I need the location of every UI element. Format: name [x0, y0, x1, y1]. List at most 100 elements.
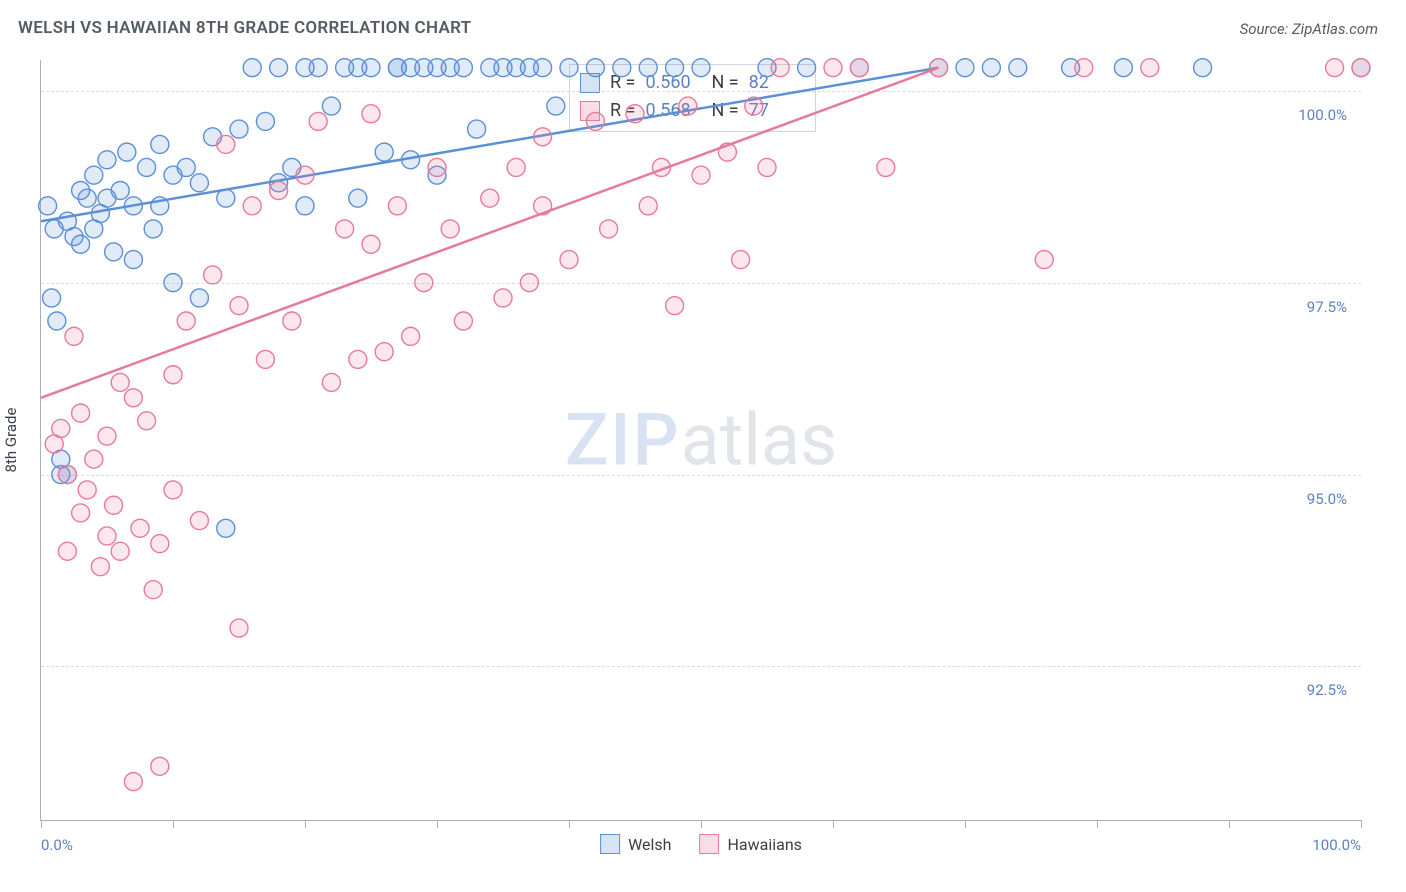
data-point	[164, 274, 182, 292]
x-tick	[1229, 820, 1230, 828]
data-point	[547, 97, 565, 115]
data-point	[362, 235, 380, 253]
data-point	[58, 542, 76, 560]
data-point	[230, 120, 248, 138]
data-point	[296, 166, 314, 184]
data-point	[322, 97, 340, 115]
data-point	[520, 274, 538, 292]
x-tick	[701, 820, 702, 828]
data-point	[982, 59, 1000, 77]
data-point	[105, 496, 123, 514]
data-point	[692, 59, 710, 77]
data-point	[124, 251, 142, 269]
data-point	[626, 105, 644, 123]
data-point	[441, 220, 459, 238]
data-point	[877, 158, 895, 176]
data-point	[745, 97, 763, 115]
data-point	[349, 350, 367, 368]
data-point	[388, 197, 406, 215]
data-point	[362, 59, 380, 77]
data-point	[256, 112, 274, 130]
data-point	[111, 182, 129, 200]
data-point	[72, 404, 90, 422]
data-point	[1141, 59, 1159, 77]
x-tick	[569, 820, 570, 828]
data-point	[560, 59, 578, 77]
legend-label: Hawaiians	[727, 835, 801, 854]
data-point	[256, 350, 274, 368]
data-point	[1114, 59, 1132, 77]
data-point	[65, 327, 83, 345]
data-point	[494, 289, 512, 307]
data-point	[454, 59, 472, 77]
data-point	[309, 59, 327, 77]
data-point	[204, 266, 222, 284]
data-point	[270, 59, 288, 77]
data-point	[177, 312, 195, 330]
data-point	[930, 59, 948, 77]
data-point	[679, 97, 697, 115]
y-axis-label: 8th Grade	[2, 408, 20, 473]
data-point	[349, 189, 367, 207]
data-point	[164, 481, 182, 499]
data-point	[72, 235, 90, 253]
data-point	[428, 158, 446, 176]
data-point	[243, 59, 261, 77]
chart-svg	[41, 60, 1361, 820]
data-point	[732, 251, 750, 269]
data-point	[43, 289, 61, 307]
data-point	[164, 366, 182, 384]
data-point	[613, 59, 631, 77]
data-point	[560, 251, 578, 269]
data-point	[454, 312, 472, 330]
data-point	[296, 197, 314, 215]
data-point	[639, 197, 657, 215]
data-point	[586, 112, 604, 130]
data-point	[177, 158, 195, 176]
data-point	[283, 312, 301, 330]
data-point	[336, 220, 354, 238]
chart-title: WELSH VS HAWAIIAN 8TH GRADE CORRELATION …	[18, 18, 471, 38]
data-point	[586, 59, 604, 77]
data-point	[375, 143, 393, 161]
data-point	[666, 59, 684, 77]
data-point	[402, 327, 420, 345]
plot-area: 8th Grade ZIPatlas R =0.560N =82R =0.568…	[40, 60, 1361, 821]
data-point	[534, 59, 552, 77]
data-point	[692, 166, 710, 184]
data-point	[124, 389, 142, 407]
x-tick-label: 0.0%	[41, 836, 73, 854]
data-point	[758, 158, 776, 176]
data-point	[217, 135, 235, 153]
x-tick	[305, 820, 306, 828]
data-point	[666, 297, 684, 315]
x-tick	[1361, 820, 1362, 828]
legend-label: Welsh	[628, 835, 671, 854]
data-point	[243, 197, 261, 215]
legend-item: Welsh	[600, 834, 671, 854]
data-point	[1352, 59, 1370, 77]
data-point	[600, 220, 618, 238]
data-point	[98, 527, 116, 545]
legend-swatch	[699, 834, 719, 854]
data-point	[98, 427, 116, 445]
data-point	[362, 105, 380, 123]
data-point	[956, 59, 974, 77]
data-point	[481, 189, 499, 207]
data-point	[144, 220, 162, 238]
data-point	[1075, 59, 1093, 77]
data-point	[85, 166, 103, 184]
data-point	[72, 504, 90, 522]
trend-line	[41, 68, 939, 398]
data-point	[48, 312, 66, 330]
data-point	[98, 151, 116, 169]
data-point	[798, 59, 816, 77]
data-point	[1009, 59, 1027, 77]
data-point	[190, 289, 208, 307]
legend-item: Hawaiians	[699, 834, 801, 854]
x-tick	[1097, 820, 1098, 828]
data-point	[270, 182, 288, 200]
data-point	[105, 243, 123, 261]
data-point	[534, 128, 552, 146]
data-point	[78, 189, 96, 207]
